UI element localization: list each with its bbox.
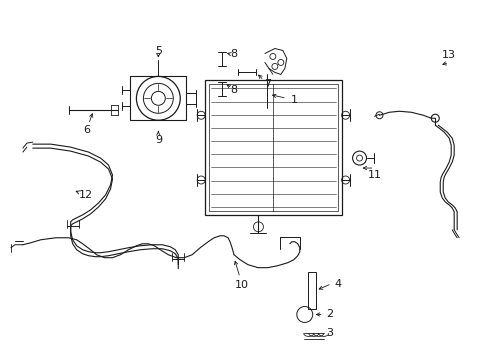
Text: 6: 6 xyxy=(83,125,90,135)
Text: 12: 12 xyxy=(79,190,93,200)
Text: 4: 4 xyxy=(333,279,341,289)
Text: 3: 3 xyxy=(325,328,332,338)
Text: 7: 7 xyxy=(264,79,271,89)
Text: 8: 8 xyxy=(230,49,237,59)
Text: 1: 1 xyxy=(291,95,298,105)
Text: 8: 8 xyxy=(230,85,237,95)
Text: 10: 10 xyxy=(235,280,248,289)
Bar xyxy=(209,84,337,211)
Text: 13: 13 xyxy=(441,50,455,60)
Bar xyxy=(205,80,341,215)
Bar xyxy=(130,76,186,120)
Text: 11: 11 xyxy=(367,170,381,180)
Text: 5: 5 xyxy=(155,45,162,55)
Text: 2: 2 xyxy=(325,310,332,319)
Bar xyxy=(307,272,315,310)
Text: 9: 9 xyxy=(155,135,162,145)
